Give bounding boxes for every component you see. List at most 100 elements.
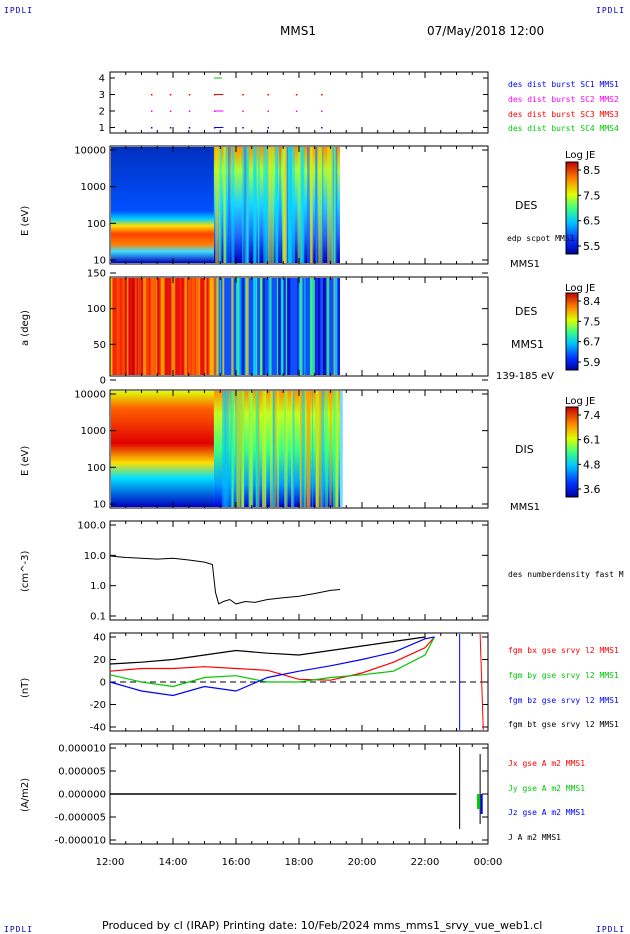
spectrogram-stripe (339, 391, 343, 507)
y-tick-label-4: 10.0 (84, 551, 106, 562)
dis-bottom-label: MMS1 (510, 502, 540, 513)
pitch-stripe (311, 278, 315, 375)
spectrogram-stripe (318, 147, 321, 263)
burst-ytick-label: 2 (99, 107, 105, 118)
burst-mark (150, 94, 153, 96)
spectrogram-stripe (222, 391, 225, 507)
spectrogram-stripe (267, 147, 271, 263)
colorbar-tick-label: 7.4 (583, 409, 601, 422)
spectrogram-stripe (300, 391, 302, 507)
burst-legend-1: des dist burst SC1 MMS1 (508, 80, 619, 89)
y-tick-label-2: 100 (87, 304, 106, 315)
spectrogram-stripe (244, 147, 249, 263)
spectrogram-stripe (257, 147, 260, 263)
spectrogram-stripe (284, 391, 288, 507)
pitch-stripe (317, 278, 320, 375)
colorbar-tick-label: 6.7 (583, 336, 601, 349)
des-energy-ylabel: E (eV) (20, 205, 31, 236)
spectrogram-stripe (223, 147, 226, 263)
des-side-label: DES (515, 199, 538, 212)
spectrogram-stripe (219, 147, 222, 263)
spectrogram-stripe (275, 147, 278, 263)
pitch-stripe (222, 278, 225, 375)
burst-ytick-label: 3 (99, 90, 105, 101)
spectrogram-stripe (310, 147, 314, 263)
spectrogram-stripe (300, 147, 304, 263)
spectrogram-stripe (333, 147, 337, 263)
spectrogram-stripe (253, 147, 257, 263)
burst-mark (242, 127, 244, 129)
spectrogram-stripe (307, 147, 310, 263)
y-tick-label-6: 0.000005 (58, 767, 106, 778)
des-pitch-ylabel: a (deg) (20, 310, 31, 346)
spectrogram-stripe (242, 147, 244, 263)
des-bottom-label: MMS1 (510, 259, 540, 270)
spectrogram-stripe (285, 147, 287, 263)
spectrogram-stripe (281, 147, 284, 263)
pitch-stripe (259, 278, 263, 375)
spectrogram-stripe (292, 391, 295, 507)
pitch-stripe (191, 278, 195, 375)
y-tick-label-1: 100 (87, 219, 106, 230)
spectrogram-stripe (269, 391, 273, 507)
y-tick-label-1: 10000 (74, 146, 106, 157)
pitch-stripe (160, 278, 164, 375)
spectrogram-stripe (217, 147, 219, 263)
burst-mark (150, 127, 153, 129)
spectrogram-stripe (329, 391, 332, 507)
burst-mark (267, 127, 269, 129)
pitch-stripe (209, 278, 214, 375)
spectrogram-stripe (316, 391, 318, 507)
panel-frame-4 (109, 520, 489, 621)
pitch-stripe (196, 278, 198, 375)
burst-mark (267, 110, 269, 112)
spectrogram-stripe (325, 391, 329, 507)
pitch-stripe (135, 278, 139, 375)
y-tick-label-5: 20 (93, 655, 106, 666)
pitch-stripe (299, 278, 303, 375)
x-tick-label: 14:00 (159, 857, 188, 868)
burst-mark (321, 127, 323, 129)
x-tick-label: 18:00 (285, 857, 314, 868)
pitch-stripe (138, 278, 140, 375)
spectrogram-stripe (311, 391, 313, 507)
spectrogram-stripe (238, 391, 241, 507)
y-tick-label-6: -0.000005 (55, 813, 106, 824)
corner-label-tl: IPDLI (4, 6, 34, 15)
pitch-stripe (155, 278, 158, 375)
pitch-stripe (310, 278, 313, 375)
spectrogram-stripe (231, 147, 235, 263)
pitch-stripe (262, 278, 265, 375)
colorbar-tick-label: 6.5 (583, 215, 601, 228)
colorbar-tick-label: 7.5 (583, 315, 601, 328)
spectrogram-stripe (327, 147, 330, 263)
current-legend-j: J A m2 MMS1 (508, 833, 561, 842)
density-line (109, 555, 341, 605)
spectrogram-stripe (227, 391, 230, 507)
spectrogram-stripe (265, 147, 269, 263)
colorbar-tick-label: 4.8 (583, 458, 601, 471)
cbar2-title: Log JE (565, 283, 596, 294)
y-tick-label-3: 100 (87, 463, 106, 474)
pitch-stripe (143, 278, 147, 375)
spectrogram-stripe (276, 147, 278, 263)
bfield-ylabel: (nT) (20, 677, 31, 698)
pitch-stripe (315, 278, 317, 375)
pitch-stripe (184, 278, 188, 375)
pitch-stripe (304, 278, 306, 375)
panel-frame-0 (109, 71, 489, 134)
pitch-stripe (213, 278, 217, 375)
y-tick-label-2: 50 (93, 340, 106, 351)
colorbar-tick-label: 3.6 (583, 483, 601, 496)
burst-mark (188, 110, 191, 112)
pitch-stripe (334, 278, 336, 375)
dis-energy-ylabel: E (eV) (20, 445, 31, 476)
pitch-bottom-label: 139-185 eV (496, 371, 554, 382)
spectrogram-stripe (241, 391, 244, 507)
spectrogram-stripe (329, 147, 333, 263)
spectrogram-stripe (272, 391, 275, 507)
spectrogram-stripe (227, 147, 231, 263)
pitch-side-label2: MMS1 (511, 338, 544, 351)
y-tick-label-3: 10000 (74, 390, 106, 401)
spectrogram-stripe (255, 391, 258, 507)
